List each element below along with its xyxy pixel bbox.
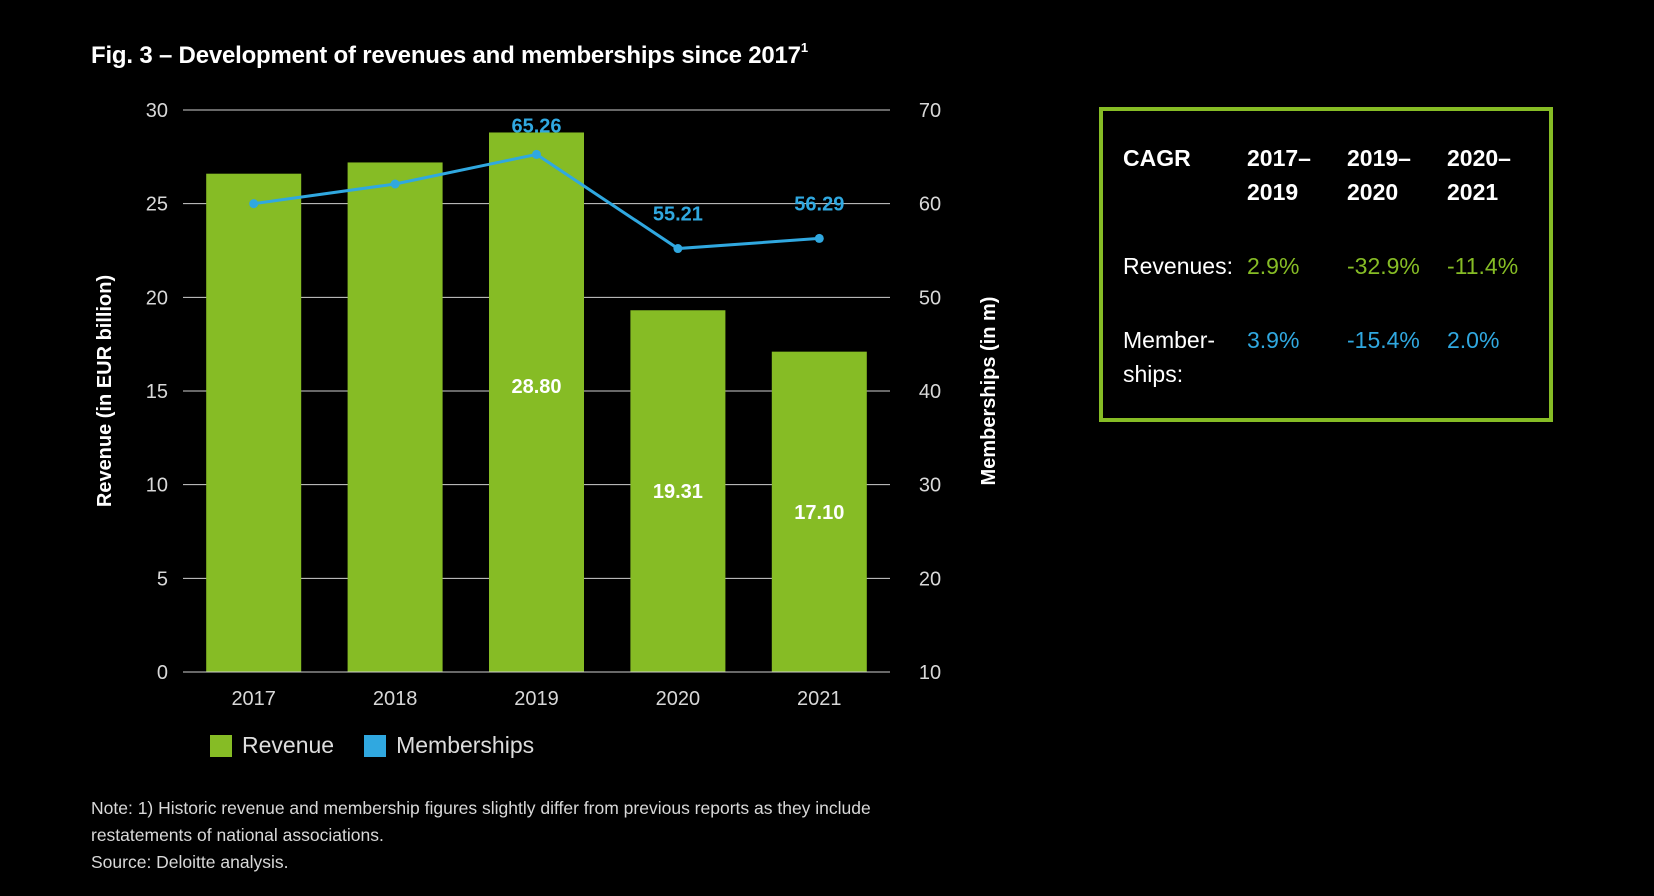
data-label-memberships-2019: 65.26 xyxy=(511,115,561,137)
cagr-col-2019-2020: 2019– 2020 xyxy=(1347,145,1411,205)
y-tick-label-right: 60 xyxy=(919,194,941,216)
cagr-value-revenues-2019-2020: -32.9% xyxy=(1347,253,1420,279)
chart-note: Note: 1) Historic revenue and membership… xyxy=(91,795,871,876)
bar-revenue-2021 xyxy=(771,351,867,672)
chart-title-text: Fig. 3 – Development of revenues and mem… xyxy=(91,42,801,69)
y-tick-label-right: 70 xyxy=(919,100,941,122)
point-memberships-2018 xyxy=(390,179,400,189)
y-tick-label-left: 15 xyxy=(146,381,168,403)
cagr-row-revenues: Revenues: 2.9% -32.9% -11.4% xyxy=(1123,209,1547,283)
chart-legend: Revenue Memberships xyxy=(210,732,564,759)
y-tick-label-right: 50 xyxy=(919,287,941,309)
legend-swatch-revenue xyxy=(210,734,232,757)
title-footnote-marker: 1 xyxy=(800,40,808,55)
note-line-2: restatements of national associations. xyxy=(91,825,384,845)
data-label-revenue-2021: 17.10 xyxy=(794,502,844,524)
point-memberships-2019 xyxy=(532,149,541,159)
x-tick-label: 2020 xyxy=(656,688,701,710)
cagr-value-memberships-2020-2021: 2.0% xyxy=(1447,327,1500,353)
data-label-revenue-2020: 19.31 xyxy=(653,481,703,503)
x-tick-label: 2017 xyxy=(231,688,276,710)
y-axis-title-right: Memberships (in m) xyxy=(978,297,1000,486)
cagr-value-revenues-2017-2019: 2.9% xyxy=(1247,253,1300,279)
y-tick-label-left: 10 xyxy=(146,475,168,497)
legend-label-revenue: Revenue xyxy=(242,732,335,758)
note-line-1: Note: 1) Historic revenue and membership… xyxy=(91,798,871,818)
y-tick-label-right: 20 xyxy=(919,568,941,590)
y-tick-label-right: 10 xyxy=(919,662,941,684)
cagr-table: CAGR 2017– 2019 2019– 2020 2020– 2021 Re… xyxy=(1123,141,1547,391)
y-tick-label-left: 5 xyxy=(157,568,168,590)
legend-label-memberships: Memberships xyxy=(396,732,535,758)
cagr-panel: CAGR 2017– 2019 2019– 2020 2020– 2021 Re… xyxy=(1099,107,1553,422)
bar-revenue-2020 xyxy=(630,310,726,672)
cagr-row-label-memberships: Member- ships: xyxy=(1123,327,1216,387)
chart-title: Fig. 3 – Development of revenues and mem… xyxy=(91,40,808,70)
cagr-header-row: CAGR 2017– 2019 2019– 2020 2020– 2021 xyxy=(1123,141,1547,209)
x-tick-label: 2021 xyxy=(797,688,842,710)
bar-revenue-2018 xyxy=(347,162,443,672)
cagr-row-label-revenues: Revenues: xyxy=(1123,253,1233,279)
note-line-3: Source: Deloitte analysis. xyxy=(91,852,289,872)
y-tick-label-left: 20 xyxy=(146,287,168,309)
cagr-row-memberships: Member- ships: 3.9% -15.4% 2.0% xyxy=(1123,283,1547,391)
legend-item-revenue: Revenue xyxy=(210,732,334,759)
combo-chart: 0 5 10 15 20 25 30 10 20 30 40 50 60 70 28.80 19.31 17.1… xyxy=(94,100,1000,710)
y-tick-label-left: 25 xyxy=(146,194,168,216)
y-tick-label-right: 40 xyxy=(919,381,941,403)
data-label-revenue-2019: 28.80 xyxy=(511,376,561,398)
cagr-value-revenues-2020-2021: -11.4% xyxy=(1447,253,1519,279)
cagr-value-memberships-2017-2019: 3.9% xyxy=(1247,327,1300,353)
y-tick-label-left: 30 xyxy=(146,100,168,122)
point-memberships-2017 xyxy=(249,199,259,209)
data-label-memberships-2020: 55.21 xyxy=(653,204,703,226)
y-tick-label-right: 30 xyxy=(919,475,941,497)
bar-revenue-2017 xyxy=(206,173,302,672)
x-tick-label: 2018 xyxy=(373,688,418,710)
cagr-value-memberships-2019-2020: -15.4% xyxy=(1347,327,1420,353)
y-axis-title-left: Revenue (in EUR billion) xyxy=(94,275,116,507)
cagr-col-2020-2021: 2020– 2021 xyxy=(1447,145,1511,205)
bar-revenue-2019 xyxy=(489,132,584,673)
point-memberships-2020 xyxy=(673,244,683,254)
data-label-memberships-2021: 56.29 xyxy=(794,193,844,215)
cagr-header: CAGR xyxy=(1123,145,1191,171)
legend-item-memberships: Memberships xyxy=(364,732,534,759)
point-memberships-2021 xyxy=(814,233,824,243)
legend-swatch-memberships xyxy=(364,734,387,757)
y-tick-label-left: 0 xyxy=(157,662,168,684)
cagr-col-2017-2019: 2017– 2019 xyxy=(1247,145,1311,205)
x-tick-label: 2019 xyxy=(514,688,559,710)
